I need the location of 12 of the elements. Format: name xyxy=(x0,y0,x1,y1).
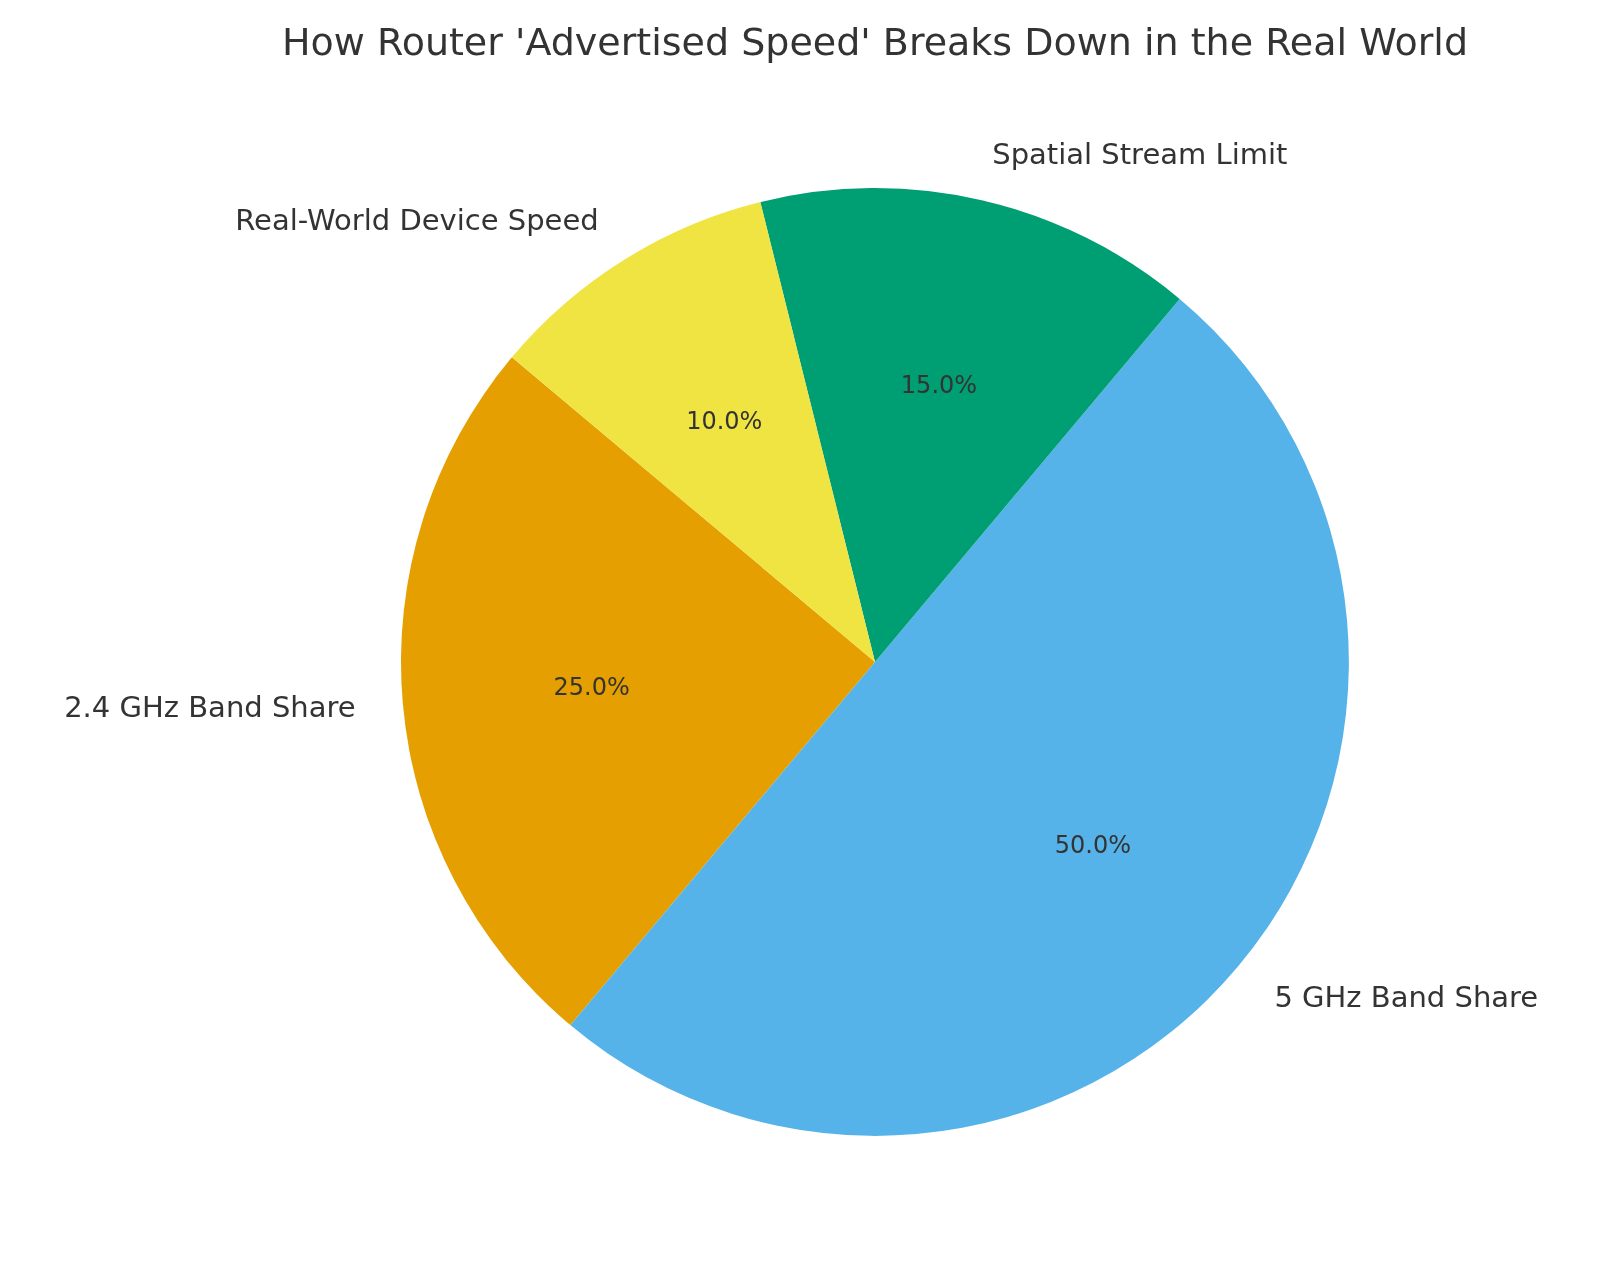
slice-label: Spatial Stream Limit xyxy=(992,136,1288,171)
data-label: 50.0% xyxy=(1054,830,1131,859)
data-label: 25.0% xyxy=(553,672,630,701)
data-label: 15.0% xyxy=(900,370,978,399)
chart-title: How Router 'Advertised Speed' Breaks Down in the Real World xyxy=(281,20,1469,64)
data-label: 10.0% xyxy=(686,406,763,435)
pie-slice xyxy=(760,188,1180,662)
slice-label: 5 GHz Band Share xyxy=(1274,980,1539,1015)
pie-slice xyxy=(511,202,875,662)
slice-label: Real-World Device Speed xyxy=(235,202,599,237)
pie-slice xyxy=(401,357,875,1026)
slice-label: 2.4 GHz Band Share xyxy=(64,690,356,725)
